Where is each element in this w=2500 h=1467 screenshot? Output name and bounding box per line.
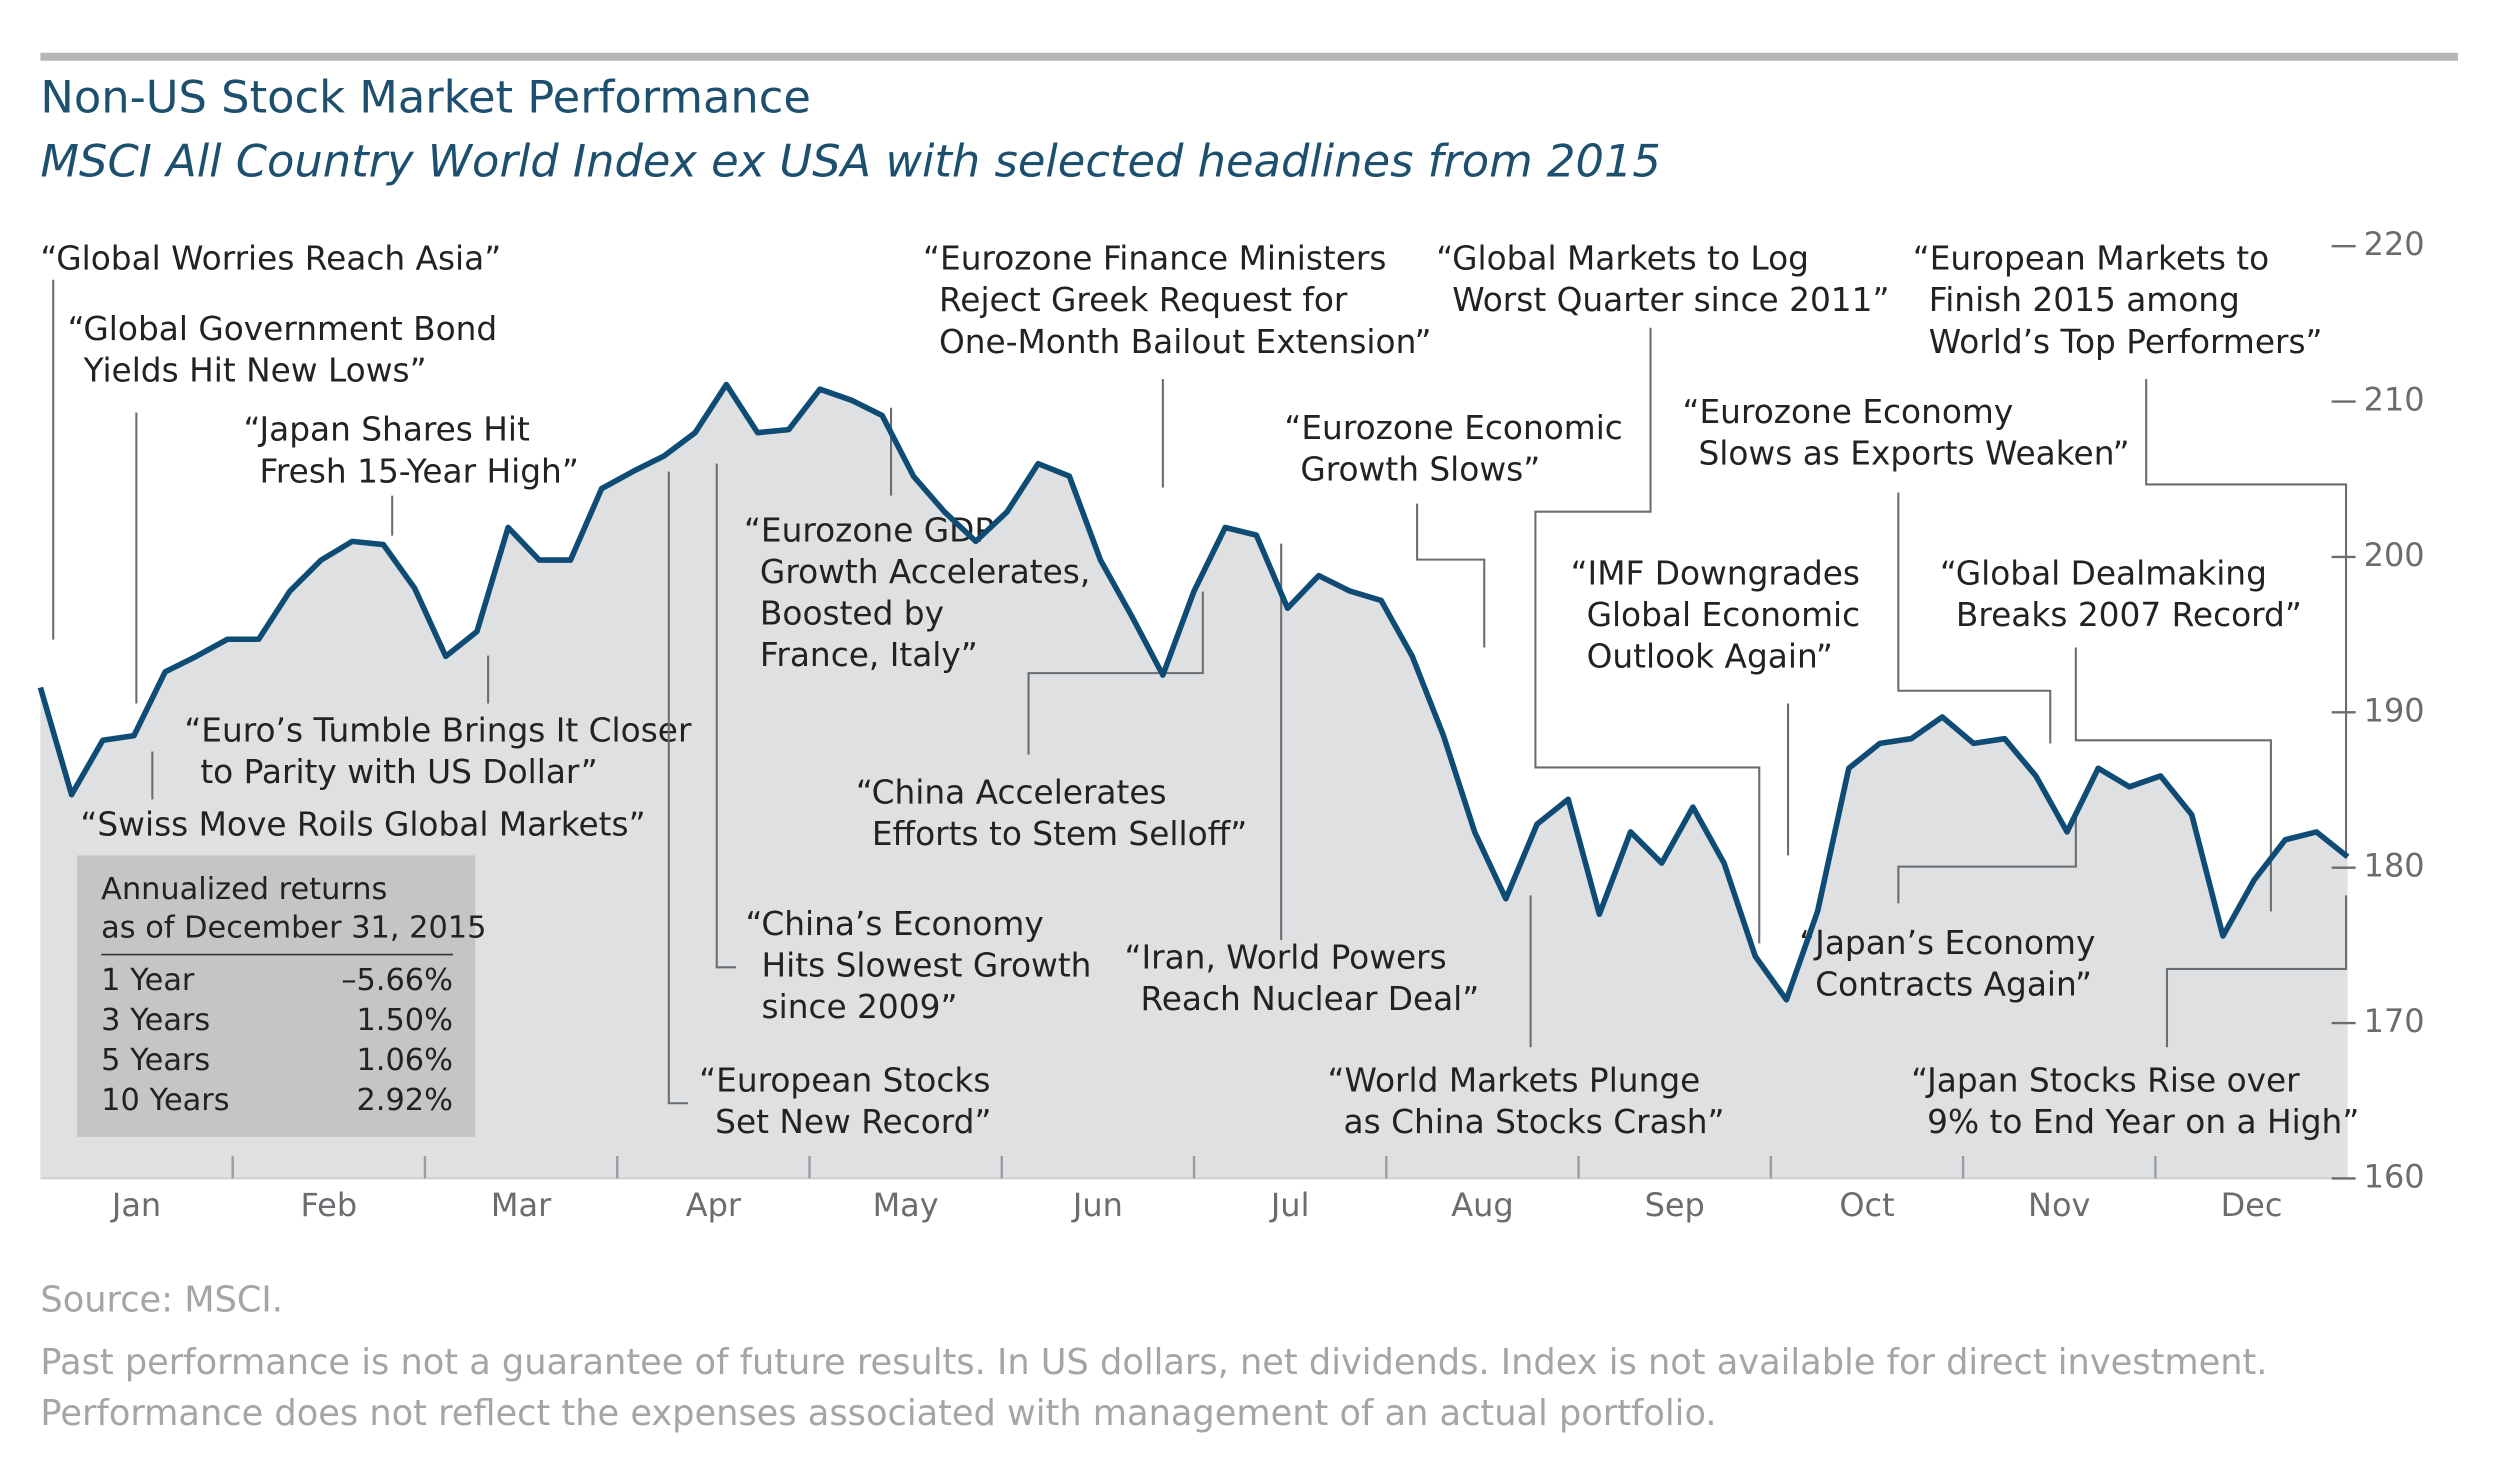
headline: Hits Slowest Growth — [762, 946, 1092, 984]
x-tick-label: Nov — [2028, 1186, 2090, 1224]
y-tick-label: 190 — [2364, 691, 2425, 729]
headline: One-Month Bailout Extension” — [939, 323, 1432, 361]
headline: “Global Government Bond — [68, 310, 498, 348]
headline: “Global Markets to Log — [1436, 240, 1809, 278]
headline: to Parity with US Dollar” — [200, 753, 597, 791]
leader-line — [667, 471, 688, 1105]
headline: Fresh 15-Year High” — [259, 452, 578, 490]
y-tick-label: 210 — [2364, 381, 2425, 419]
x-tick-label: Jul — [1269, 1186, 1310, 1224]
headline: as China Stocks Crash” — [1344, 1103, 1725, 1141]
headline: Breaks 2007 Record” — [1956, 596, 2302, 634]
headline: Set New Record” — [715, 1103, 991, 1141]
table-heading: as of December 31, 2015 — [101, 910, 486, 945]
headline: Reject Greek Request for — [939, 281, 1348, 319]
headline: “China Accelerates — [856, 774, 1167, 812]
headline: Worst Quarter since 2011” — [1452, 281, 1889, 319]
headline: “Japan Shares Hit — [243, 411, 530, 449]
headline: “World Markets Plunge — [1328, 1061, 1701, 1099]
leader-line — [2074, 647, 2272, 912]
headline: 9% to End Year on a High” — [1927, 1103, 2359, 1141]
table-cell: 1.06% — [356, 1043, 452, 1078]
y-tick-label: 160 — [2364, 1157, 2425, 1195]
chart-title: Non-US Stock Market Performance — [40, 71, 810, 124]
headline: “China’s Economy — [746, 905, 1044, 943]
headline: Global Economic — [1587, 596, 1861, 634]
x-tick-label: Dec — [2221, 1186, 2283, 1224]
leader-line — [1416, 503, 1486, 648]
x-tick-label: Apr — [686, 1186, 742, 1224]
note: Performance does not reflect the expense… — [40, 1393, 1716, 1434]
headline: Finish 2015 among — [1929, 281, 2240, 319]
headline: Reach Nuclear Deal” — [1140, 980, 1479, 1018]
table-cell: 1.50% — [356, 1003, 452, 1038]
leader-line — [1897, 492, 2052, 744]
leader-line — [1534, 327, 1761, 944]
headline: “Eurozone Finance Ministers — [923, 240, 1386, 278]
x-tick-label: Oct — [1839, 1186, 1894, 1224]
x-tick-label: Mar — [491, 1186, 552, 1224]
headline: Yields Hit New Lows” — [83, 352, 427, 390]
leader-line — [2145, 378, 2348, 856]
headline: “Japan’s Economy — [1799, 924, 2095, 962]
table-cell: 5 Years — [101, 1043, 210, 1078]
headline: “Iran, World Powers — [1124, 938, 1446, 976]
table-cell: 1 Year — [101, 963, 195, 998]
headline: “Global Worries Reach Asia” — [40, 240, 501, 278]
headline: “Japan Stocks Rise over — [1911, 1061, 2300, 1099]
table-cell: 10 Years — [101, 1083, 229, 1118]
headline: since 2009” — [762, 988, 958, 1026]
line — [37, 381, 2350, 1003]
headline: “European Markets to — [1913, 240, 2269, 278]
x-tick-label: Sep — [1645, 1186, 1705, 1224]
headline: Growth Accelerates, — [760, 553, 1090, 591]
headline: “Global Dealmaking — [1940, 555, 2267, 593]
headline: Contracts Again” — [1815, 966, 2092, 1004]
headline: Outlook Again” — [1587, 638, 1833, 676]
headline: “Swiss Move Roils Global Markets” — [80, 806, 645, 844]
y-tick-label: 170 — [2364, 1002, 2425, 1040]
leader-line — [1027, 591, 1204, 755]
headline: Boosted by — [760, 595, 944, 633]
x-tick-label: May — [873, 1186, 939, 1224]
headline: France, Italy” — [760, 636, 978, 674]
y-tick-label: 180 — [2364, 847, 2425, 885]
y-tick-label: 200 — [2364, 536, 2425, 574]
leader-line — [1897, 815, 2077, 904]
x-tick-label: Jan — [110, 1186, 161, 1224]
y-tick-label: 220 — [2364, 225, 2425, 263]
headline: “European Stocks — [699, 1061, 990, 1099]
table-cell: –5.66% — [341, 963, 453, 998]
headline: Slows as Exports Weaken” — [1698, 435, 2129, 473]
x-tick-label: Jun — [1071, 1186, 1123, 1224]
headline: Efforts to Stem Selloff” — [872, 815, 1247, 853]
x-tick-label: Feb — [301, 1186, 358, 1224]
table-heading: Annualized returns — [101, 872, 387, 907]
headline: Growth Slows” — [1300, 451, 1540, 489]
headline: “IMF Downgrades — [1571, 555, 1860, 593]
leader-line — [715, 463, 736, 969]
table-cell: 2.92% — [356, 1083, 452, 1118]
x-tick-label: Aug — [1451, 1186, 1513, 1224]
headline: “Euro’s Tumble Brings It Closer — [184, 711, 692, 749]
leader-line — [2165, 895, 2348, 1048]
top-rule — [40, 52, 2458, 61]
table-cell: 3 Years — [101, 1003, 210, 1038]
returns-box — [77, 855, 476, 1137]
source: Source: MSCI. — [40, 1280, 283, 1321]
chart-subtitle: MSCI All Country World Index ex USA with… — [40, 135, 1660, 188]
headline: “Eurozone Economy — [1683, 393, 2014, 431]
headline: “Eurozone GDP — [744, 511, 994, 549]
headline: “Eurozone Economic — [1284, 409, 1622, 447]
note: Past performance is not a guarantee of f… — [40, 1342, 2267, 1383]
headline: World’s Top Performers” — [1929, 323, 2323, 361]
